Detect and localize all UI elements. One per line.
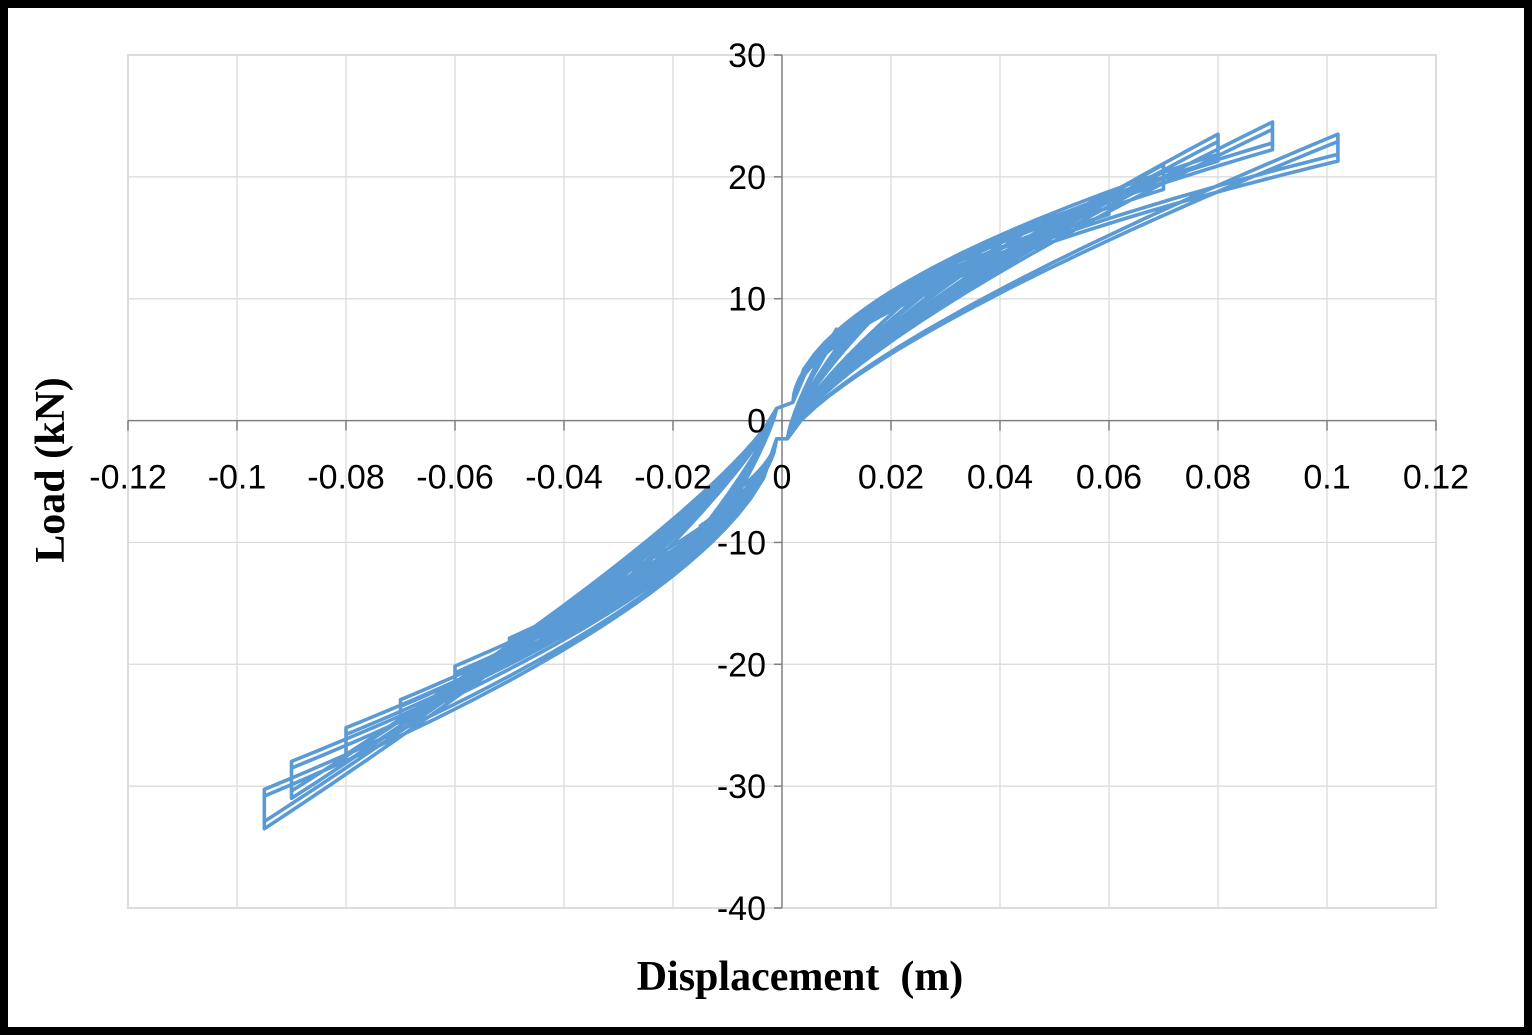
axes bbox=[127, 54, 1437, 909]
x-tick-label: 0 bbox=[773, 459, 792, 497]
y-tick-label: -10 bbox=[717, 524, 766, 562]
y-tick-label: -20 bbox=[717, 646, 766, 684]
y-tick-label: 20 bbox=[728, 159, 766, 197]
x-tick-label: 0.06 bbox=[1076, 459, 1142, 497]
load-displacement-curve bbox=[262, 120, 1340, 831]
y-tick-label: -40 bbox=[717, 890, 766, 928]
x-tick-label: -0.02 bbox=[634, 459, 712, 497]
x-tick-labels: -0.12 -0.1 -0.08 -0.06 -0.04 -0.02 0 0.02 0.04 0.… bbox=[89, 459, 1469, 497]
y-tick-label: 10 bbox=[728, 281, 766, 319]
x-tick-label: -0.04 bbox=[525, 459, 603, 497]
x-tick-label: -0.06 bbox=[416, 459, 494, 497]
y-tick-label: 0 bbox=[747, 403, 766, 441]
y-tick-label: 30 bbox=[728, 37, 766, 75]
x-tick-label: -0.08 bbox=[307, 459, 385, 497]
y-axis-title: Load (kN) bbox=[28, 377, 74, 563]
y-tick-label: -30 bbox=[717, 768, 766, 806]
x-tick-label: 0.08 bbox=[1185, 459, 1251, 497]
x-axis-title: Displacement (m) bbox=[637, 954, 964, 1000]
x-tick-label: -0.1 bbox=[208, 459, 267, 497]
x-tick-label: -0.12 bbox=[89, 459, 167, 497]
hysteresis-curves bbox=[262, 120, 1340, 831]
y-tick-labels: -40 -30 -20 -10 0 10 20 30 bbox=[717, 37, 766, 928]
x-tick-label: 0.04 bbox=[967, 459, 1033, 497]
x-tick-label: 0.02 bbox=[858, 459, 924, 497]
x-tick-label: 0.1 bbox=[1303, 459, 1350, 497]
x-tick-label: 0.12 bbox=[1403, 459, 1469, 497]
